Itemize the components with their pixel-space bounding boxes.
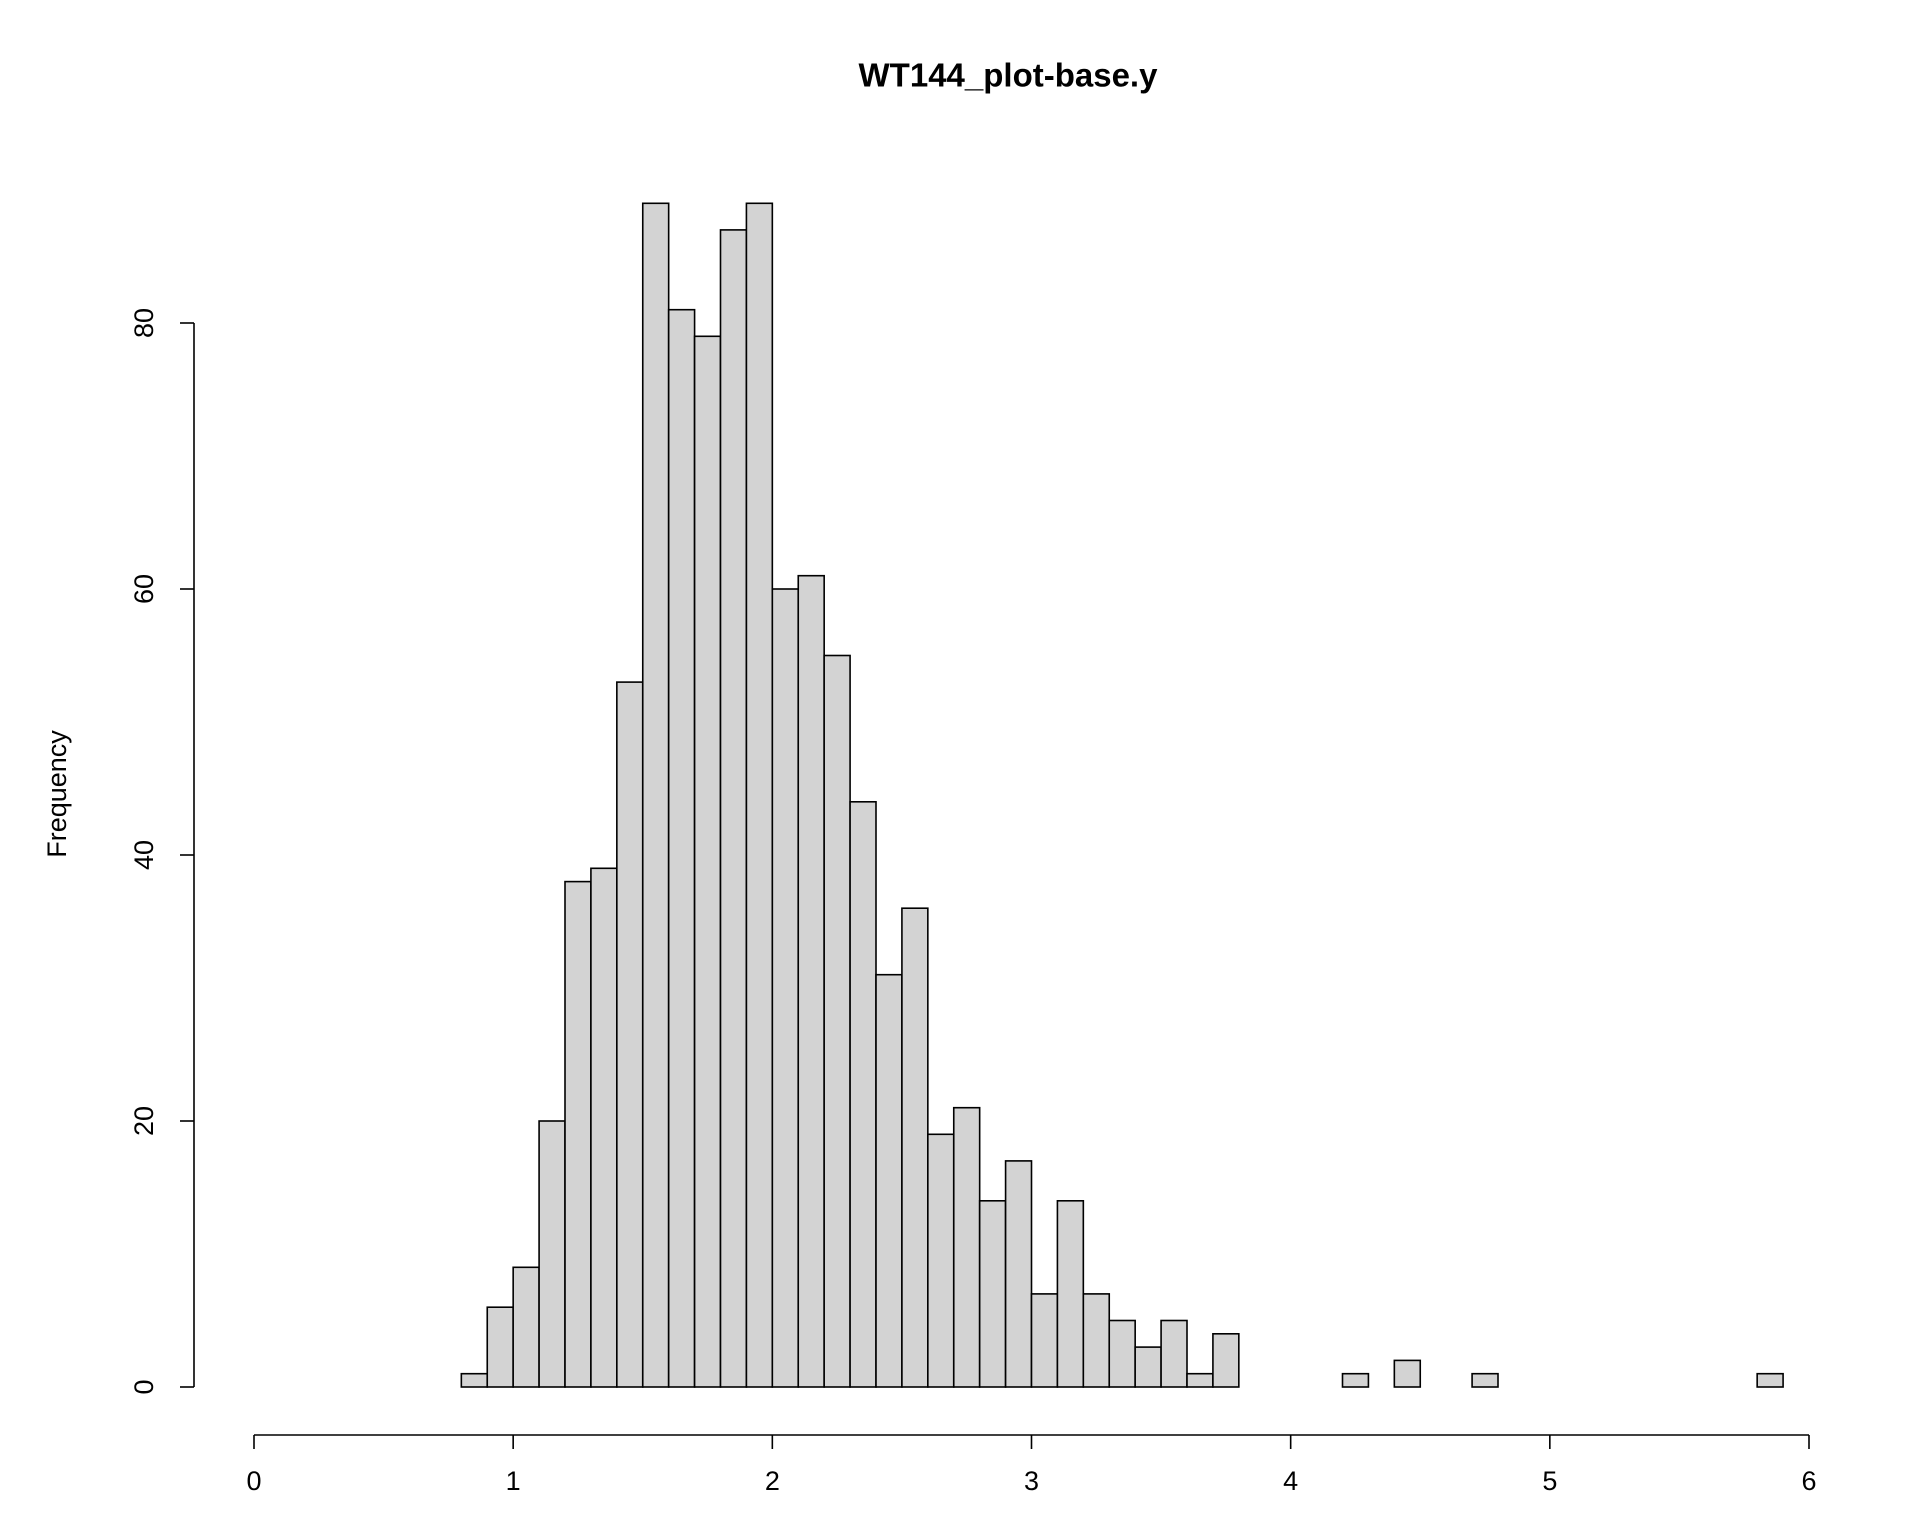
bar [538, 1120, 566, 1388]
bar [616, 681, 644, 1388]
y-axis-label: Frequency [42, 730, 72, 858]
y-tick-label: 80 [129, 308, 159, 338]
bar [667, 308, 696, 1388]
bar [1108, 1319, 1136, 1388]
bar [1082, 1293, 1111, 1388]
y-tick-label: 0 [129, 1379, 159, 1394]
bar [1212, 1333, 1240, 1388]
bar [1134, 1346, 1162, 1388]
bar [1471, 1372, 1499, 1388]
bar [460, 1372, 489, 1388]
x-tick-label: 0 [246, 1466, 261, 1496]
bar [901, 907, 929, 1388]
bar [875, 973, 903, 1388]
x-tick-label: 5 [1542, 1466, 1557, 1496]
bar [978, 1200, 1007, 1388]
bar [486, 1306, 514, 1388]
bar [745, 202, 774, 1388]
x-tick-label: 1 [506, 1466, 521, 1496]
bar [927, 1133, 955, 1388]
bar [1186, 1372, 1214, 1388]
bar [1004, 1160, 1033, 1388]
x-tick-label: 4 [1283, 1466, 1298, 1496]
bar [693, 335, 722, 1388]
bar [641, 202, 670, 1388]
bar [771, 588, 800, 1388]
x-tick-label: 2 [765, 1466, 780, 1496]
y-tick-label: 20 [129, 1106, 159, 1136]
bar [564, 880, 592, 1388]
bar [1756, 1372, 1784, 1388]
bar [590, 867, 618, 1388]
bar [1030, 1293, 1059, 1388]
x-tick-label: 3 [1024, 1466, 1039, 1496]
chart-title: WT144_plot-base.y [859, 57, 1159, 94]
bar [797, 574, 825, 1388]
bar [1393, 1359, 1422, 1388]
bar [1341, 1372, 1370, 1388]
bar [719, 229, 748, 1388]
bar [1160, 1319, 1188, 1388]
bar [512, 1266, 540, 1388]
y-tick-label: 40 [129, 840, 159, 870]
bar [952, 1106, 981, 1388]
y-tick-label: 60 [129, 574, 159, 604]
bar [823, 654, 851, 1388]
bar [849, 800, 877, 1388]
x-tick-label: 6 [1801, 1466, 1816, 1496]
bar [1056, 1200, 1085, 1388]
